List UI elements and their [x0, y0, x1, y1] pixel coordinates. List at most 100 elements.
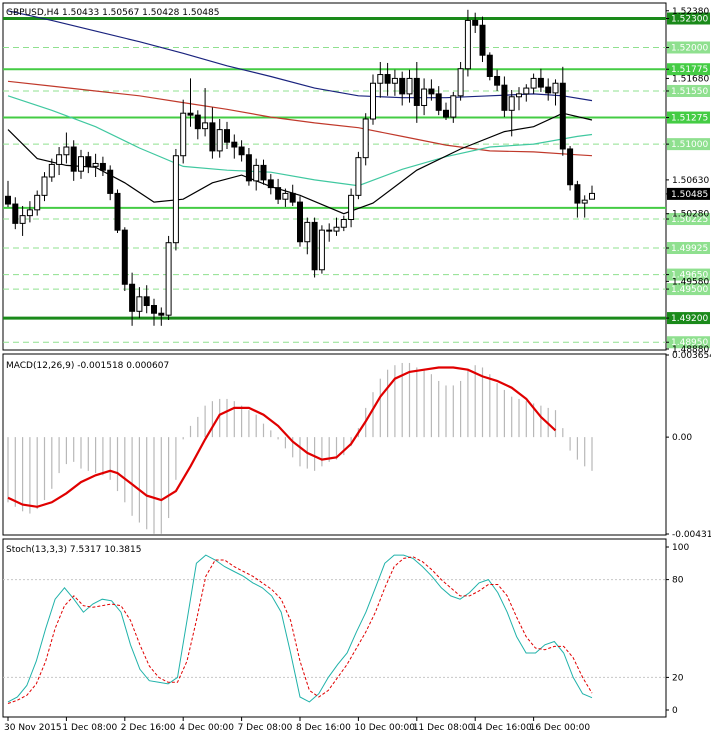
- candle-body: [121, 229, 128, 285]
- candle: [311, 217, 318, 278]
- candle: [399, 71, 406, 106]
- stoch-tick-label: 0: [672, 706, 678, 716]
- level-tag: [667, 111, 710, 124]
- candle-body: [523, 87, 530, 95]
- candle-body: [421, 88, 428, 106]
- level-label: 1.51000: [671, 140, 708, 150]
- candle-body: [377, 74, 384, 84]
- time-tick-label: 7 Dec 08:00: [238, 723, 293, 733]
- macd-indicator: 0.003654 0.00 -0.00431: [7, 351, 711, 540]
- last-price-tag: [667, 187, 710, 200]
- level-label: 1.51550: [671, 87, 708, 97]
- candle: [523, 84, 530, 102]
- candle: [530, 73, 537, 94]
- candle-body: [516, 93, 522, 98]
- price-tick-label: 1.48880: [672, 345, 709, 355]
- level-label: 1.49500: [671, 285, 708, 295]
- candle-body: [209, 122, 216, 152]
- level-tag: [667, 213, 710, 226]
- level-label: 1.48950: [671, 338, 708, 348]
- candle-body: [224, 129, 230, 143]
- candle: [435, 86, 442, 116]
- level-label: 1.51275: [671, 114, 708, 124]
- candle-body: [151, 305, 157, 314]
- time-tick-label: 8 Dec 16:00: [296, 723, 351, 733]
- candle: [121, 227, 128, 292]
- macd-tick-label: 0.003654: [672, 351, 711, 361]
- candle: [267, 174, 274, 195]
- candle-body: [537, 77, 544, 88]
- candle: [136, 287, 143, 319]
- stoch-title: Stoch(13,3,3) 7.5317 10.3815: [6, 545, 141, 555]
- candle: [5, 180, 11, 207]
- candle: [253, 158, 260, 191]
- candle-body: [384, 74, 391, 84]
- level-label: 1.49200: [671, 314, 708, 324]
- time-tick-label: 16 Dec 00:00: [530, 723, 591, 733]
- candle: [48, 158, 55, 182]
- candle-body: [275, 187, 282, 200]
- level-label: 1.52300: [671, 14, 708, 24]
- candle: [406, 69, 413, 103]
- candle-body: [158, 312, 165, 316]
- candle: [508, 90, 515, 137]
- time-tick-label: 14 Dec 16:00: [471, 723, 532, 733]
- candle-body: [311, 221, 318, 271]
- candle-body: [318, 229, 325, 271]
- candle: [355, 151, 362, 200]
- candle: [589, 185, 595, 200]
- candle-body: [443, 109, 449, 118]
- candle: [479, 16, 486, 62]
- candle: [180, 99, 187, 164]
- candle: [574, 180, 581, 218]
- candle-body: [114, 192, 121, 231]
- candle-body: [399, 77, 406, 95]
- candle: [581, 195, 588, 218]
- macd-panel-frame: [2, 353, 667, 536]
- candle: [552, 79, 559, 106]
- candle: [559, 66, 566, 156]
- candle: [501, 76, 508, 118]
- level-label: 1.49925: [671, 244, 708, 254]
- candle-body: [589, 192, 595, 200]
- macd-tick-label: 0.00: [672, 433, 692, 443]
- candle-body: [508, 96, 515, 111]
- candle: [362, 113, 369, 166]
- candle: [70, 140, 77, 181]
- candle-body: [406, 77, 413, 95]
- candle-body: [99, 162, 106, 171]
- candle: [413, 61, 420, 123]
- time-tick-label: 10 Dec 00:00: [354, 723, 415, 733]
- candle-body: [92, 162, 99, 167]
- candle: [304, 217, 311, 255]
- candle: [151, 298, 157, 326]
- candle: [114, 189, 121, 234]
- macd-signal-line: [7, 366, 557, 508]
- main-panel-frame: [2, 2, 667, 351]
- candle-body: [355, 157, 362, 196]
- ma-green-line: [7, 95, 593, 187]
- level-label: 1.50225: [671, 215, 708, 225]
- candle-body: [63, 146, 70, 156]
- candle: [464, 9, 471, 77]
- candle-body: [180, 112, 187, 157]
- candle-body: [216, 129, 223, 152]
- price-tick-label: 1.51680: [672, 74, 709, 84]
- candle-body: [34, 194, 41, 211]
- candle-body: [559, 82, 566, 150]
- candle-body: [530, 77, 537, 89]
- candle-body: [187, 112, 194, 116]
- candle: [421, 78, 428, 116]
- candle-body: [340, 219, 347, 228]
- price-tick-label: 1.50280: [672, 210, 709, 220]
- candle: [348, 188, 355, 228]
- stoch-panel-frame: [2, 538, 667, 718]
- candle-body: [107, 169, 114, 194]
- candle: [450, 91, 457, 123]
- candle: [275, 178, 282, 205]
- level-label: 1.52000: [671, 43, 708, 53]
- candle-body: [253, 164, 260, 182]
- last-price-label: 1.50485: [671, 190, 708, 200]
- candle: [216, 119, 223, 158]
- candle-body: [129, 283, 136, 312]
